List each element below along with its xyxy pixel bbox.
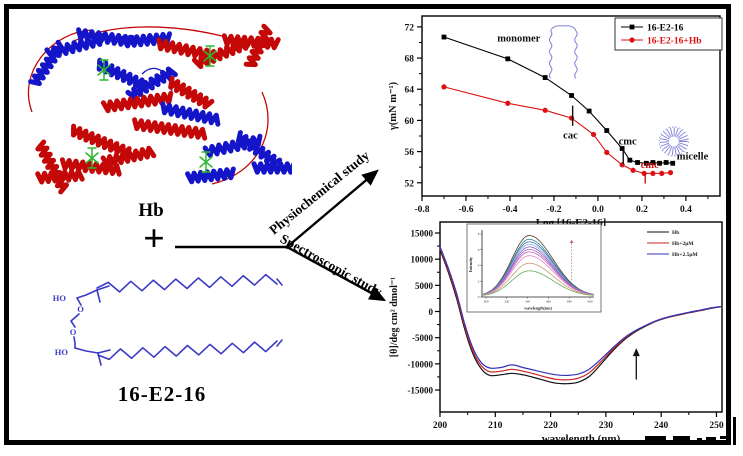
svg-text:cmc: cmc	[641, 160, 659, 171]
physiochemical-label: Physiochemical study	[266, 147, 372, 237]
svg-text:240: 240	[654, 421, 669, 431]
svg-text:360: 360	[546, 300, 551, 304]
svg-text:monomer: monomer	[497, 34, 540, 45]
svg-text:0.0: 0.0	[592, 205, 604, 215]
svg-text:230: 230	[599, 421, 614, 431]
svg-text:-15000: -15000	[408, 386, 434, 396]
physiochemical-arrow	[286, 169, 379, 248]
svg-text:60: 60	[405, 117, 415, 127]
svg-text:-0.4: -0.4	[502, 205, 517, 215]
study-arrows: Physiochemical study Spectroscopic study	[175, 147, 387, 302]
svg-text:52: 52	[405, 179, 415, 189]
svg-text:0.2: 0.2	[636, 205, 648, 215]
svg-text:5000: 5000	[415, 281, 434, 291]
svg-text:220: 220	[543, 421, 558, 431]
svg-text:Hb+2.5μM: Hb+2.5μM	[672, 252, 698, 258]
svg-text:4: 4	[478, 264, 480, 268]
svg-text:Intensity: Intensity	[468, 257, 473, 272]
svg-text:380: 380	[567, 300, 572, 304]
spectroscopic-arrow	[286, 245, 387, 302]
surfactant-name-label: 16-E2-16	[117, 382, 207, 406]
svg-text:250: 250	[709, 421, 724, 431]
svg-text:210: 210	[488, 421, 503, 431]
svg-text:15000: 15000	[411, 228, 434, 238]
svg-text:56: 56	[405, 148, 415, 158]
ho-top-label: HO	[53, 293, 67, 303]
svg-text:[θ]/deg cm² dmol⁻¹: [θ]/deg cm² dmol⁻¹	[389, 277, 400, 357]
cd-spectra-chart: 200 210 220 230 240 250-15000-10000-500005000…	[389, 221, 724, 444]
svg-text:8: 8	[478, 232, 480, 236]
svg-text:cac: cac	[563, 130, 578, 141]
svg-text:68: 68	[405, 55, 415, 65]
svg-text:-0.8: -0.8	[414, 205, 429, 215]
svg-text:320: 320	[504, 300, 509, 304]
hemoglobin-structure-image	[27, 23, 292, 195]
svg-text:10000: 10000	[411, 255, 434, 265]
svg-text:0.4: 0.4	[680, 205, 692, 215]
ho-bottom-label: HO	[55, 347, 69, 357]
svg-text:400: 400	[587, 300, 592, 304]
svg-text:16-E2-16: 16-E2-16	[647, 24, 684, 34]
svg-text:wavelength (nm): wavelength (nm)	[542, 433, 621, 444]
svg-text:340: 340	[525, 300, 530, 304]
plus-sign: +	[143, 218, 165, 260]
svg-text:Hb+2μM: Hb+2μM	[672, 241, 694, 247]
svg-text:16-E2-16+Hb: 16-E2-16+Hb	[647, 37, 702, 47]
surface-tension-chart: -0.8 -0.6 -0.4 -0.2 0.0 0.2 0.4525660646872Log…	[388, 15, 723, 226]
svg-text:γ(mN m⁻¹): γ(mN m⁻¹)	[388, 81, 399, 131]
svg-text:micelle: micelle	[677, 151, 709, 162]
svg-text:72: 72	[405, 23, 415, 33]
svg-text:300: 300	[483, 300, 488, 304]
svg-text:-10000: -10000	[408, 359, 434, 369]
svg-text:-0.2: -0.2	[546, 205, 561, 215]
svg-text:2: 2	[478, 279, 480, 283]
svg-text:-5000: -5000	[412, 333, 433, 343]
svg-text:-0.6: -0.6	[458, 205, 473, 215]
svg-text:wavelength(nm): wavelength(nm)	[524, 306, 552, 311]
svg-text:64: 64	[405, 86, 415, 96]
svg-text:Hb: Hb	[672, 230, 679, 236]
o-lower-label: O	[70, 327, 77, 337]
hb-label: Hb	[138, 200, 164, 221]
surfactant-structure-image: HO O O HO	[53, 273, 283, 366]
o-upper-label: O	[77, 304, 84, 314]
svg-text:0: 0	[478, 295, 480, 299]
svg-text:cmc: cmc	[619, 137, 637, 148]
svg-text:0: 0	[429, 307, 434, 317]
svg-text:6: 6	[478, 248, 480, 252]
svg-text:200: 200	[433, 421, 448, 431]
